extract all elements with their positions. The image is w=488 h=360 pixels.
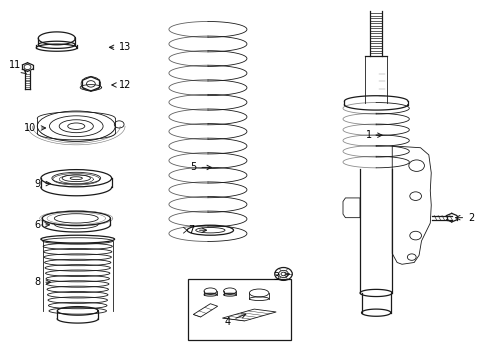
Text: 2: 2 [455, 213, 473, 222]
Text: 13: 13 [109, 42, 131, 52]
Text: 1: 1 [365, 130, 381, 140]
Text: 8: 8 [34, 277, 50, 287]
Text: 12: 12 [112, 80, 131, 90]
Text: 5: 5 [190, 162, 211, 172]
Text: 10: 10 [24, 123, 45, 133]
Text: 7: 7 [187, 225, 206, 235]
Text: 3: 3 [273, 272, 289, 282]
Text: 4: 4 [224, 314, 245, 327]
Text: 9: 9 [34, 179, 50, 189]
Text: 6: 6 [34, 220, 49, 230]
Text: 11: 11 [9, 60, 26, 74]
